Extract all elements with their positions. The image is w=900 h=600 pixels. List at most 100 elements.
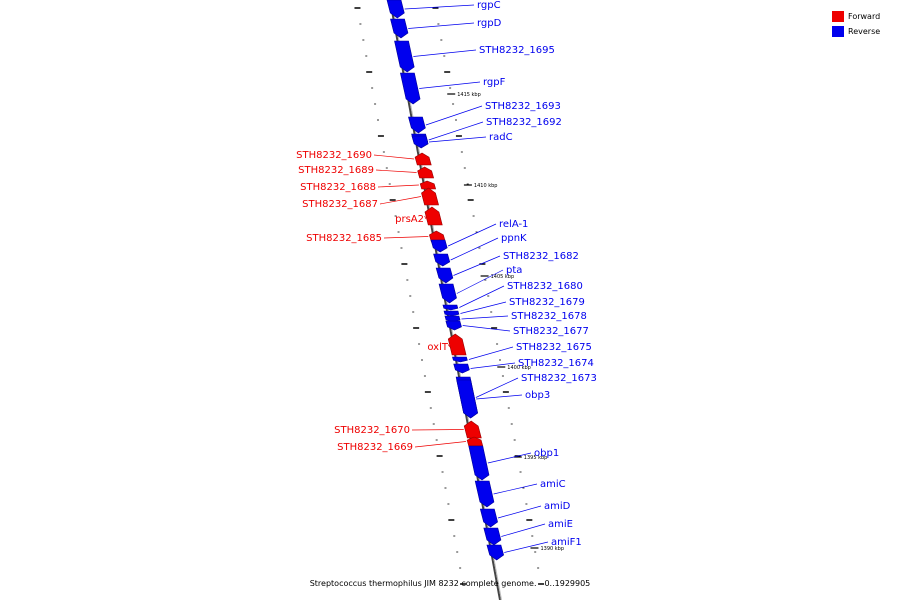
kbp-tick-label: 1415 kbp bbox=[457, 92, 481, 98]
gene-block-pta[interactable] bbox=[438, 283, 457, 304]
gene-block-amiC[interactable] bbox=[474, 480, 495, 508]
gene-connector bbox=[429, 136, 487, 143]
gene-label-pta[interactable]: pta bbox=[506, 265, 522, 276]
gene-connector bbox=[375, 169, 417, 173]
legend-reverse-label: Reverse bbox=[848, 27, 881, 36]
gene-block-obp1[interactable] bbox=[468, 445, 490, 481]
gene-label-STH8232_1669[interactable]: STH8232_1669 bbox=[337, 442, 413, 453]
gene-connector bbox=[453, 255, 501, 276]
gene-label-STH8232_1682[interactable]: STH8232_1682 bbox=[503, 251, 579, 262]
gene-block-radC[interactable] bbox=[411, 135, 429, 149]
gene-connector bbox=[475, 377, 519, 398]
gene-label-STH8232_1688[interactable]: STH8232_1688 bbox=[300, 182, 376, 193]
legend-forward-label: Forward bbox=[848, 12, 881, 21]
gene-connector bbox=[460, 301, 507, 314]
gene-connector bbox=[373, 154, 415, 160]
gene-label-STH8232_1685[interactable]: STH8232_1685 bbox=[306, 233, 382, 244]
gene-label-STH8232_1677[interactable]: STH8232_1677 bbox=[513, 326, 589, 337]
genes bbox=[386, 0, 505, 561]
gene-label-amiC[interactable]: amiC bbox=[540, 479, 566, 490]
gene-block-amiD[interactable] bbox=[479, 508, 498, 528]
gene-label-STH8232_1689[interactable]: STH8232_1689 bbox=[298, 165, 374, 176]
gene-label-amiF1[interactable]: amiF1 bbox=[551, 537, 582, 548]
gene-label-STH8232_1673[interactable]: STH8232_1673 bbox=[521, 373, 597, 384]
gene-connector bbox=[462, 325, 511, 332]
gene-connector bbox=[413, 49, 477, 57]
gene-connector bbox=[450, 237, 499, 261]
gene-label-STH8232_1680[interactable]: STH8232_1680 bbox=[507, 281, 583, 292]
gene-label-STH8232_1675[interactable]: STH8232_1675 bbox=[516, 342, 592, 353]
gene-connector bbox=[493, 483, 538, 495]
gene-connector bbox=[504, 541, 549, 553]
gene-connector bbox=[408, 22, 475, 29]
gene-label-rgpC[interactable]: rgpC bbox=[477, 0, 501, 11]
gene-label-STH8232_1679[interactable]: STH8232_1679 bbox=[509, 297, 585, 308]
gene-label-oxlT[interactable]: oxlT bbox=[427, 342, 449, 353]
gene-connector bbox=[459, 285, 505, 308]
gene-block-STH8232_1682[interactable] bbox=[435, 267, 454, 284]
gene-label-relA-1[interactable]: relA-1 bbox=[499, 219, 528, 230]
gene-labels: rgpC rgpD STH8232_1695 rgpF STH8232_1693 STH8… bbox=[296, 0, 597, 553]
gene-label-STH8232_1674[interactable]: STH8232_1674 bbox=[518, 358, 594, 369]
gene-label-STH8232_1687[interactable]: STH8232_1687 bbox=[302, 199, 378, 210]
gene-label-radC[interactable]: radC bbox=[489, 132, 513, 143]
gene-label-obp3[interactable]: obp3 bbox=[525, 390, 550, 401]
gene-block-rgpF[interactable] bbox=[400, 72, 421, 105]
gene-connector bbox=[476, 394, 523, 400]
legend: Forward Reverse bbox=[832, 9, 892, 39]
gene-block-STH8232_1674[interactable] bbox=[453, 363, 470, 374]
gene-connector bbox=[468, 346, 514, 360]
gene-block-prsA2[interactable] bbox=[424, 206, 443, 226]
gene-label-STH8232_1690[interactable]: STH8232_1690 bbox=[296, 150, 372, 161]
legend-reverse: Reverse bbox=[832, 24, 892, 39]
gene-connector bbox=[456, 269, 504, 294]
gene-block-amiE[interactable] bbox=[483, 527, 502, 546]
gene-block-STH8232_1690[interactable] bbox=[414, 152, 432, 166]
gene-block-STH8232_1675[interactable] bbox=[452, 356, 468, 363]
gene-block-STH8232_1677[interactable] bbox=[445, 320, 462, 331]
gene-label-rgpF[interactable]: rgpF bbox=[483, 77, 506, 88]
gene-label-STH8232_1695[interactable]: STH8232_1695 bbox=[479, 45, 555, 56]
legend-forward: Forward bbox=[832, 9, 892, 24]
gene-block-rgpC[interactable] bbox=[386, 0, 405, 19]
gene-connector bbox=[404, 4, 475, 10]
gene-label-rgpD[interactable]: rgpD bbox=[477, 18, 502, 29]
gene-label-STH8232_1678[interactable]: STH8232_1678 bbox=[511, 311, 587, 322]
gene-block-STH8232_1680[interactable] bbox=[442, 304, 459, 311]
gene-connector bbox=[447, 223, 497, 247]
gene-connector bbox=[379, 196, 422, 205]
gene-block-obp3[interactable] bbox=[456, 379, 478, 419]
gene-connector bbox=[470, 362, 516, 369]
kbp-tick-label: 1400 kbp bbox=[507, 365, 531, 371]
gene-connector bbox=[428, 121, 484, 141]
gene-label-amiD[interactable]: amiD bbox=[544, 501, 571, 512]
gene-block-relA-1[interactable] bbox=[430, 239, 448, 253]
forward-swatch bbox=[832, 11, 844, 22]
gene-block-STH8232_1687[interactable] bbox=[421, 187, 439, 206]
gene-connector bbox=[377, 184, 419, 188]
gene-label-ppnK[interactable]: ppnK bbox=[501, 233, 527, 244]
gene-connector bbox=[461, 315, 509, 320]
gene-block-oxlT[interactable] bbox=[447, 333, 467, 356]
gene-connector bbox=[419, 81, 481, 89]
gene-connector bbox=[414, 441, 466, 448]
gene-block-STH8232_1695[interactable] bbox=[394, 40, 415, 73]
gene-label-amiE[interactable]: amiE bbox=[548, 519, 573, 530]
gene-label-STH8232_1670[interactable]: STH8232_1670 bbox=[334, 425, 410, 436]
gene-block-STH8232_1693[interactable] bbox=[408, 116, 426, 134]
kbp-tick-label: 1410 kbp bbox=[474, 183, 498, 189]
gene-block-STH8232_1679[interactable] bbox=[443, 310, 460, 317]
gene-connector bbox=[424, 215, 427, 220]
gene-block-amiF1[interactable] bbox=[486, 544, 505, 561]
kbp-tick-label: 1395 kbp bbox=[524, 455, 548, 461]
gene-block-ppnK[interactable] bbox=[433, 253, 451, 267]
gene-label-obp1[interactable]: obp1 bbox=[534, 448, 559, 459]
gene-connector bbox=[411, 429, 464, 431]
gene-label-STH8232_1692[interactable]: STH8232_1692 bbox=[486, 117, 562, 128]
gene-block-rgpD[interactable] bbox=[390, 18, 409, 39]
gene-label-prsA2[interactable]: prsA2 bbox=[395, 214, 424, 225]
gene-block-STH8232_1689[interactable] bbox=[417, 166, 435, 179]
gene-label-STH8232_1693[interactable]: STH8232_1693 bbox=[485, 101, 561, 112]
reverse-swatch bbox=[832, 26, 844, 37]
